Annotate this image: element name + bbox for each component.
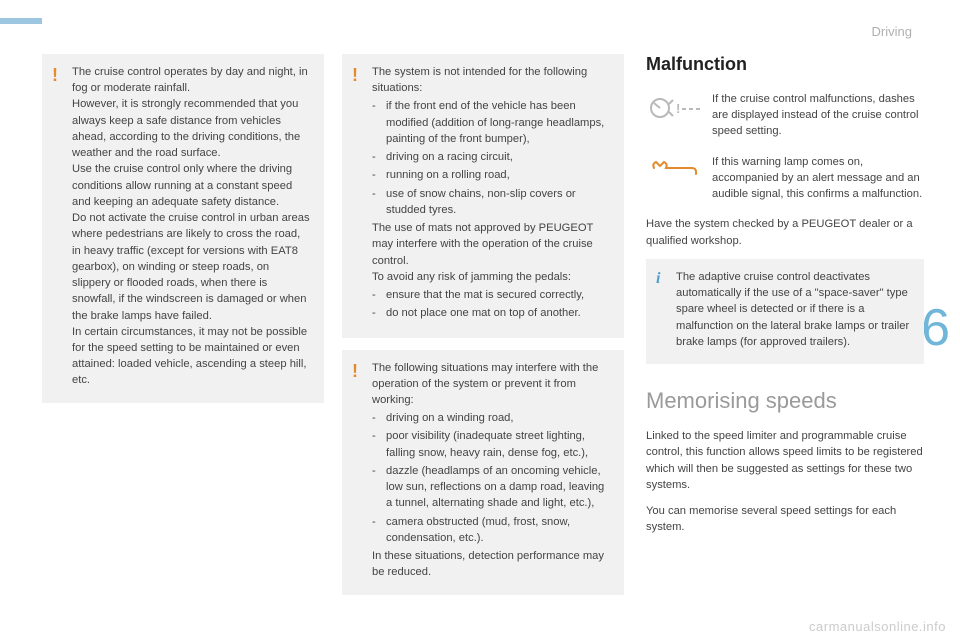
list-item: running on a rolling road, [372, 167, 610, 183]
note-paragraph: The system is not intended for the follo… [372, 64, 610, 96]
list-item: camera obstructed (mud, frost, snow, con… [372, 514, 610, 546]
info-icon: i [656, 267, 660, 290]
list-item: dazzle (headlamps of an oncoming vehicle… [372, 463, 610, 512]
list-item: do not place one mat on top of another. [372, 305, 610, 321]
column-left: ! The cruise control operates by day and… [42, 54, 324, 607]
note-list: driving on a winding road, poor visibili… [372, 410, 610, 546]
note-paragraph: The following situations may interfere w… [372, 360, 610, 409]
malfunction-row-dashes: ! If the cruise control malfunctions, da… [646, 91, 924, 140]
note-paragraph: In certain circumstances, it may not be … [72, 324, 310, 389]
malfunction-body: Have the system checked by a PEUGEOT dea… [646, 216, 924, 248]
warning-note-cruise-usage: ! The cruise control operates by day and… [42, 54, 324, 403]
note-paragraph: Do not activate the cruise control in ur… [72, 210, 310, 324]
exclamation-icon: ! [352, 62, 358, 88]
list-item: if the front end of the vehicle has been… [372, 98, 610, 147]
malfunction-text: If the cruise control malfunctions, dash… [712, 91, 924, 140]
note-paragraph: The cruise control operates by day and n… [72, 64, 310, 96]
note-paragraph: However, it is strongly recommended that… [72, 96, 310, 161]
watermark: carmanualsonline.info [809, 619, 946, 634]
warning-note-interference: ! The following situations may interfere… [342, 350, 624, 595]
info-note-adaptive-cruise: i The adaptive cruise control deactivate… [646, 259, 924, 364]
memorising-paragraph: Linked to the speed limiter and programm… [646, 428, 924, 493]
memorising-paragraph: You can memorise several speed settings … [646, 503, 924, 535]
list-item: ensure that the mat is secured correctly… [372, 287, 610, 303]
page-accent-bar [0, 18, 42, 24]
note-paragraph: Use the cruise control only where the dr… [72, 161, 310, 210]
malfunction-text: If this warning lamp comes on, accompani… [712, 154, 924, 203]
exclamation-icon: ! [52, 62, 58, 88]
note-paragraph: In these situations, detection performan… [372, 548, 610, 580]
note-paragraph: The adaptive cruise control deactivates … [676, 269, 910, 350]
page-category: Driving [872, 24, 912, 39]
column-middle: ! The system is not intended for the fol… [342, 54, 624, 607]
note-list: if the front end of the vehicle has been… [372, 98, 610, 218]
note-list: ensure that the mat is secured correctly… [372, 287, 610, 321]
list-item: driving on a winding road, [372, 410, 610, 426]
list-item: poor visibility (inadequate street light… [372, 428, 610, 460]
section-title-memorising: Memorising speeds [646, 388, 924, 414]
note-paragraph: To avoid any risk of jamming the pedals: [372, 269, 610, 285]
malfunction-row-wrench: If this warning lamp comes on, accompani… [646, 154, 924, 203]
svg-text:!: ! [676, 101, 680, 116]
content-columns: ! The cruise control operates by day and… [42, 54, 924, 607]
note-paragraph: The use of mats not approved by PEUGEOT … [372, 220, 610, 269]
exclamation-icon: ! [352, 358, 358, 384]
wrench-icon [646, 154, 702, 203]
column-right: Malfunction ! [642, 54, 924, 607]
warning-note-not-intended: ! The system is not intended for the fol… [342, 54, 624, 338]
section-title-malfunction: Malfunction [646, 54, 924, 75]
cruise-dash-icon: ! [646, 91, 702, 140]
chapter-number: 6 [921, 298, 950, 358]
page: Driving 6 carmanualsonline.info ! The cr… [0, 0, 960, 640]
list-item: use of snow chains, non-slip covers or s… [372, 186, 610, 218]
list-item: driving on a racing circuit, [372, 149, 610, 165]
